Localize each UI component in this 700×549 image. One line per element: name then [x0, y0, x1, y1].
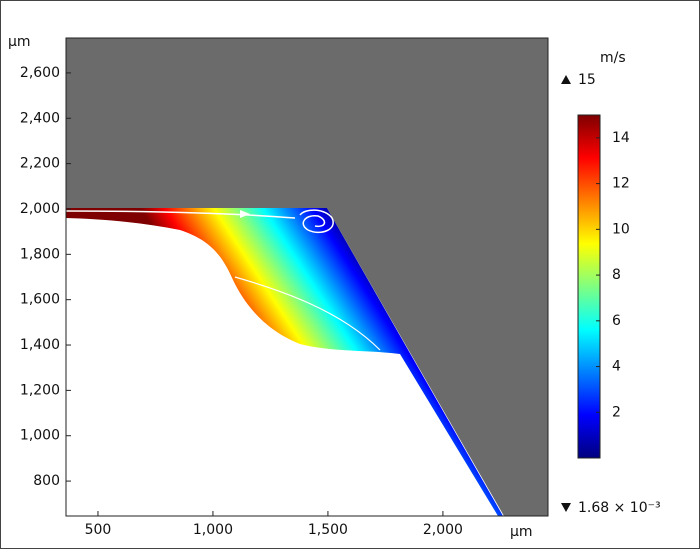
streamline [234, 276, 381, 351]
colorbar-unit: m/s [600, 50, 626, 66]
colorbar [577, 114, 601, 459]
colorbar-tick-label: 4 [612, 359, 621, 375]
colorbar-tick-label: 6 [612, 313, 621, 329]
y-tick-label: 2,200 [20, 156, 60, 172]
streamline-arrow [240, 210, 250, 218]
y-tick-label: 2,600 [20, 65, 60, 81]
solid-region [66, 38, 548, 516]
y-tick-label: 1,400 [20, 337, 60, 353]
y-tick-label: 800 [33, 473, 60, 489]
y-tick-label: 1,600 [20, 292, 60, 308]
streamline [299, 209, 334, 234]
y-tick-label: 1,000 [20, 428, 60, 444]
x-axis-unit: μm [510, 524, 533, 540]
min-marker [561, 503, 571, 512]
colorbar-tick-label: 2 [612, 404, 621, 420]
fluid-region [66, 208, 503, 516]
y-tick-label: 1,200 [20, 382, 60, 398]
plot-frame [65, 37, 549, 517]
y-tick-label: 1,800 [20, 246, 60, 262]
colorbar-tick-label: 10 [612, 221, 630, 237]
y-tick-label: 2,000 [20, 201, 60, 217]
x-tick-label: 500 [85, 522, 112, 538]
colorbar-tick-label: 8 [612, 267, 621, 283]
colorbar-tick-label: 12 [612, 176, 630, 192]
max-marker [561, 75, 571, 84]
x-tick-label: 1,500 [308, 522, 348, 538]
colorbar-max-label: 15 [578, 72, 596, 88]
streamline [65, 210, 296, 219]
x-tick-label: 2,000 [423, 522, 463, 538]
colorbar-min-label: 1.68 × 10⁻³ [578, 500, 661, 516]
plot-area [65, 37, 549, 517]
x-tick-label: 1,000 [193, 522, 233, 538]
y-axis-unit: μm [8, 34, 31, 50]
colorbar-tick-label: 14 [612, 130, 630, 146]
y-tick-label: 2,400 [20, 110, 60, 126]
